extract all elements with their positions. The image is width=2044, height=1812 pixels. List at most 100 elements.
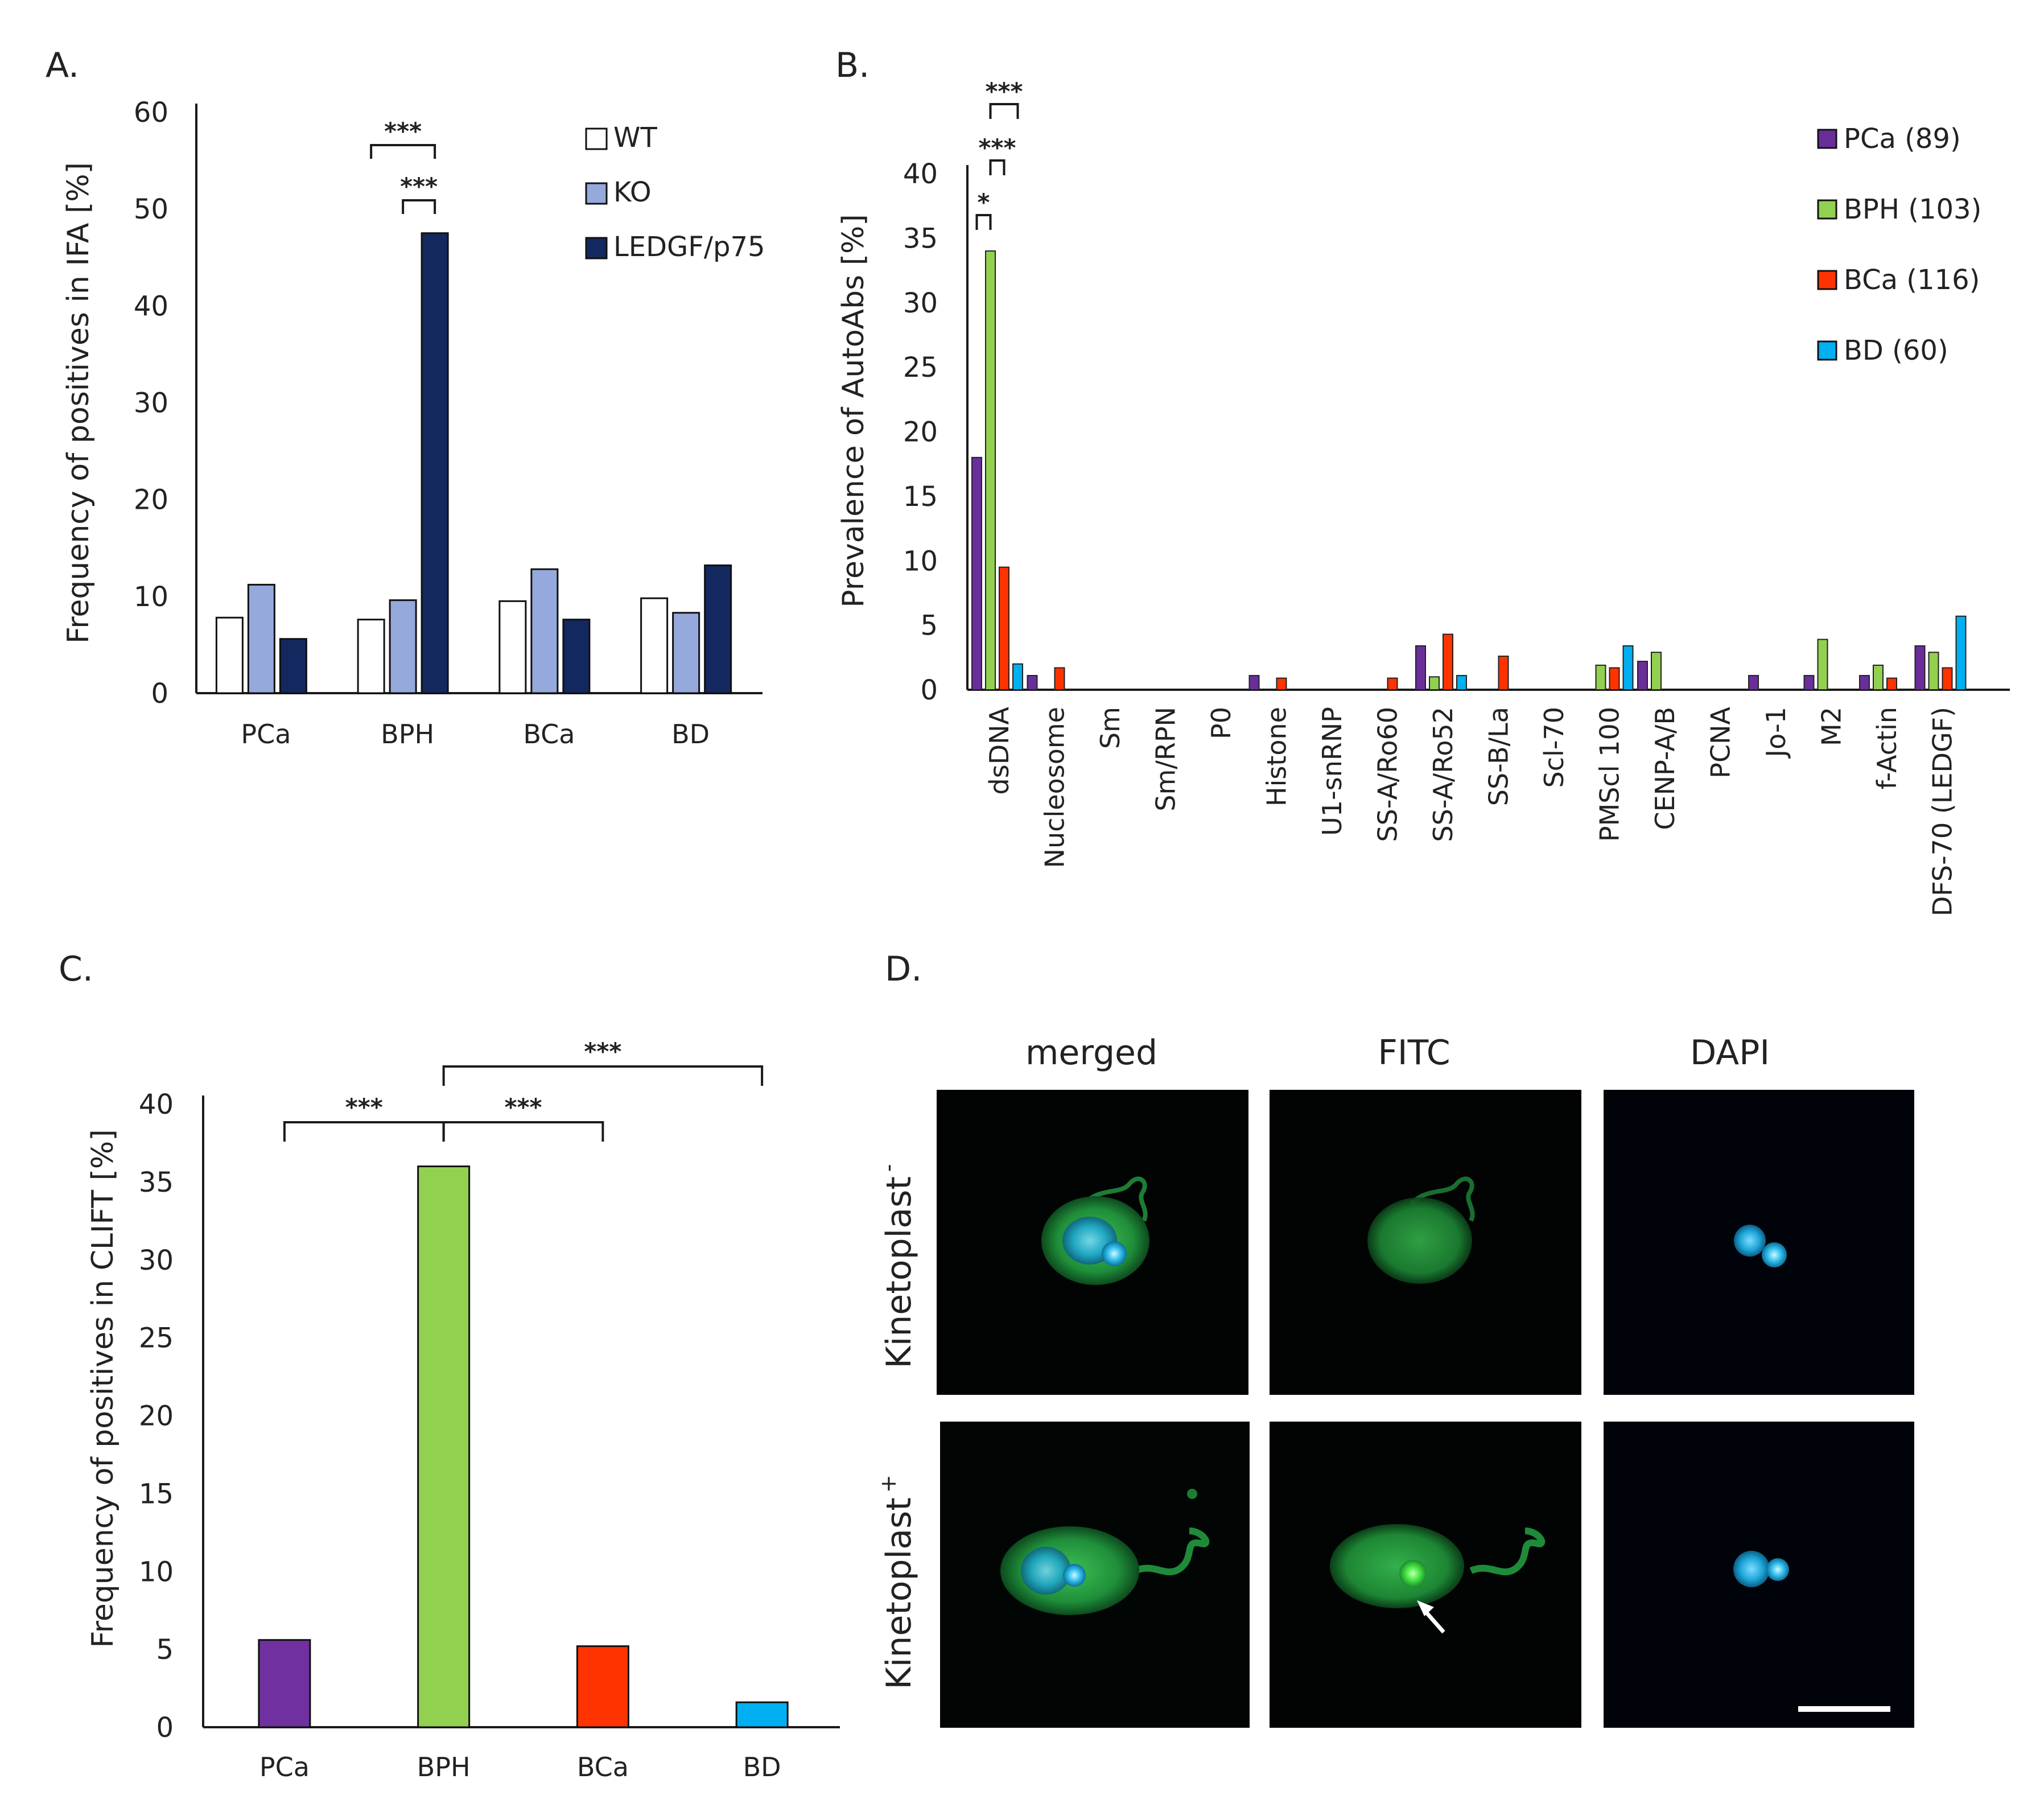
x-category-label: BPH: [381, 719, 434, 749]
x-category-label: PCa: [241, 719, 291, 749]
bar-bca-116-dfs-70-ledgf: [1942, 667, 1953, 691]
bar-bca-116-ss-b-la: [1498, 656, 1509, 691]
arrow-icon: [1417, 1600, 1445, 1634]
nuclei-dapi-positive: [1733, 1551, 1789, 1587]
x-category-label: BPH: [417, 1752, 471, 1782]
significance-bracket: [975, 214, 992, 230]
row-label-text: Kinetoplast: [879, 1176, 919, 1369]
significance-bracket: [989, 159, 1005, 175]
bar-bph-103-m2: [1817, 639, 1828, 691]
y-tick-label: 15: [139, 1478, 174, 1510]
panel-b-letter: B.: [835, 46, 869, 85]
column-title-merged: merged: [1025, 1033, 1157, 1073]
x-category-label: DFS-70 (LEDGF): [1927, 707, 1958, 916]
bar-ko-bd: [672, 612, 700, 694]
bar-wt-bca: [498, 600, 527, 694]
x-category-label: BCa: [523, 719, 575, 749]
bar-pca-89-dsdna: [971, 456, 982, 690]
micrograph-panel: merged FITC DAPI Kinetoplast - Kinetoplas…: [876, 1033, 1914, 1728]
nuclei-dapi-negative: [1734, 1225, 1787, 1267]
y-axis-title: Frequency of positives in IFA [%]: [61, 162, 96, 644]
bar-wt-bph: [357, 619, 385, 694]
x-category-label: PCNA: [1705, 706, 1736, 778]
y-tick-label: 20: [903, 417, 938, 448]
x-category-label: BCa: [577, 1752, 629, 1782]
significance-bracket: [370, 144, 436, 159]
bar-pca-89-jo-1: [1748, 675, 1759, 690]
legend-swatch-pca-89: [1817, 129, 1837, 149]
significance-label: ***: [979, 134, 1016, 162]
y-tick-label: 30: [134, 388, 168, 419]
y-tick-label: 10: [903, 545, 938, 577]
legend-swatch-bca-116: [1817, 270, 1837, 290]
bar-bd-60-dsdna: [1012, 663, 1023, 691]
bar-bca-116-histone: [1276, 677, 1287, 691]
chart-a: 0 10 20 30 40 50 60 Frequency of positives in I…: [61, 97, 765, 749]
y-tick-label: 30: [903, 287, 938, 319]
x-category-label: BD: [743, 1752, 781, 1782]
bar-bd-60-ss-a-ro52: [1456, 675, 1467, 690]
significance-bracket: [442, 1121, 604, 1142]
significance-label: *: [978, 188, 990, 216]
bar-bph-103-dfs-70-ledgf: [1928, 652, 1939, 691]
y-tick-label: 15: [903, 481, 938, 513]
x-category-label: CENP-A/B: [1650, 707, 1680, 830]
panel-c-letter: C.: [59, 949, 93, 989]
svg-text:Kinetoplast-: Kinetoplast -: [876, 1164, 919, 1368]
bar-bca-116-f-actin: [1886, 677, 1897, 691]
significance-label: ***: [505, 1093, 542, 1121]
y-tick-label: 0: [156, 1712, 174, 1744]
significance-label: ***: [384, 117, 422, 145]
bar-bca-116-dsdna: [999, 566, 1009, 691]
legend-swatch-ko: [585, 182, 608, 205]
legend-label-ko: KO: [613, 176, 652, 208]
legend-label-wt: WT: [613, 122, 657, 154]
y-tick-label: 0: [920, 674, 938, 706]
significance-bracket: [989, 103, 1019, 119]
bar-pca-89-cenp-a-b: [1637, 661, 1648, 690]
legend-swatch-ledgf-p75: [585, 237, 608, 260]
legend-label-bd-60: BD (60): [1844, 335, 1948, 366]
parasite-cell-fitc-negative: [1367, 1176, 1475, 1284]
legend-label-bca-116: BCa (116): [1844, 264, 1980, 296]
bar-bph: [417, 1166, 471, 1728]
bar-ko-bph: [389, 599, 417, 694]
legend-label-bph-103: BPH (103): [1844, 193, 1981, 225]
bar-pca-89-f-actin: [1859, 675, 1870, 690]
bar-bph-103-dsdna: [985, 250, 996, 690]
bar-pca-89-dfs-70-ledgf: [1914, 645, 1926, 691]
y-tick-label: 10: [134, 581, 168, 613]
significance-bracket: [283, 1121, 445, 1142]
bar-wt-pca: [215, 616, 244, 694]
y-axis-title: Prevalence of AutoAbs [%]: [836, 214, 871, 607]
x-category-label: Scl-70: [1539, 707, 1569, 788]
bar-bph-103-cenp-a-b: [1651, 652, 1662, 691]
bar-bph-103-pmscl-100: [1595, 664, 1606, 690]
bar-bd-60-pmscl-100: [1622, 645, 1634, 691]
legend-label-ledgf-p75: LEDGF/p75: [613, 231, 765, 263]
y-tick-label: 35: [139, 1167, 174, 1199]
y-tick-label: 40: [134, 290, 168, 322]
x-category-label: f-Actin: [1872, 707, 1902, 789]
panel-a-letter: A.: [46, 46, 79, 85]
bar-bca-116-nucleosome: [1054, 667, 1065, 691]
y-tick-label: 0: [151, 678, 168, 710]
x-category-label: SS-A/Ro52: [1428, 707, 1458, 842]
bar-bd: [735, 1701, 789, 1728]
panel-d-letter: D.: [885, 949, 922, 989]
y-tick-label: 5: [920, 610, 938, 642]
significance-label: ***: [345, 1093, 383, 1121]
bar-ko-bca: [530, 568, 559, 694]
legend-swatch-bd-60: [1817, 340, 1837, 361]
x-category-label: Jo-1: [1761, 707, 1791, 759]
row-label-sup: -: [876, 1164, 901, 1172]
x-category-label: Nucleosome: [1040, 707, 1070, 868]
bar-bca: [576, 1645, 629, 1728]
x-category-label: P0: [1206, 707, 1237, 739]
parasite-cell-fitc-positive: [1330, 1524, 1545, 1608]
x-category-label: BD: [671, 719, 710, 749]
significance-bracket: [442, 1065, 764, 1086]
legend-label-pca-89: PCa (89): [1844, 123, 1961, 155]
significance-label: ***: [584, 1037, 621, 1065]
x-category-label: M2: [1816, 707, 1847, 746]
